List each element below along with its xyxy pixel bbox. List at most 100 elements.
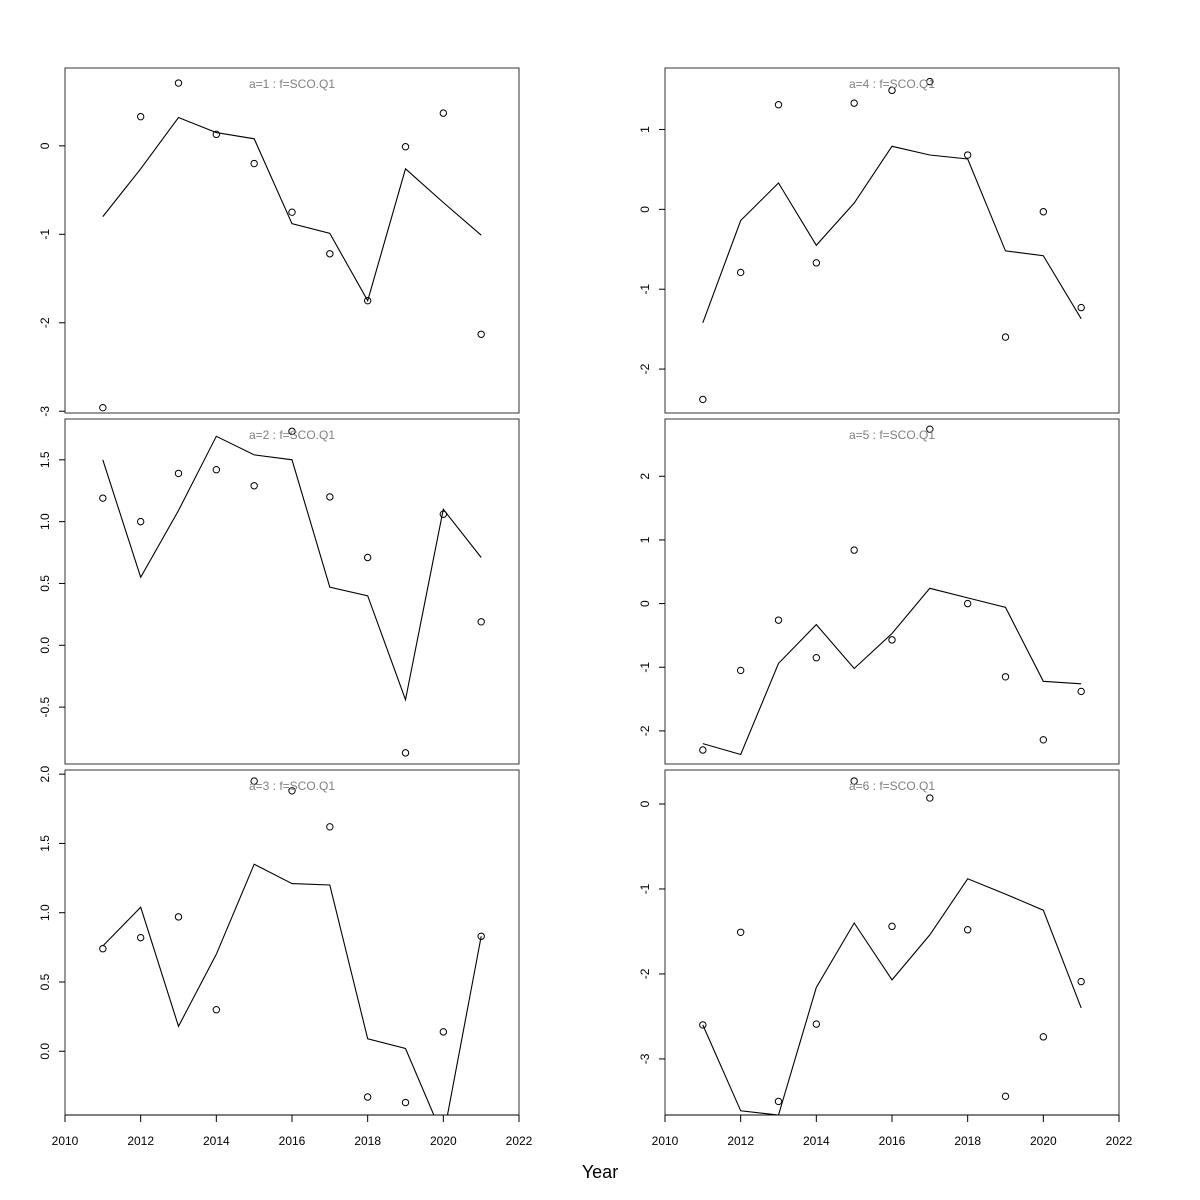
panel-1: 0 -1 -2 -3 a=1 : f=SCO.Q1 — [38, 67, 520, 417]
panel-group: 0 -1 -2 -3 a=1 : f=SCO.Q1 1.5 1.0 0.5 0.0 -0.5 a=2… — [38, 67, 1120, 1116]
x-tick-label: 2010 — [652, 1134, 679, 1148]
observed-point — [736, 268, 745, 277]
observed-point — [212, 1005, 221, 1014]
observed-point — [736, 928, 745, 937]
observed-point — [1077, 687, 1085, 696]
x-tick-label: 2018 — [954, 1134, 981, 1148]
observed-point — [1001, 1092, 1010, 1101]
observed-point — [326, 250, 334, 258]
x-tick-label: 2022 — [1106, 1134, 1133, 1148]
observed-point — [136, 933, 145, 942]
observed-point — [250, 777, 258, 785]
observed-point — [439, 1028, 448, 1036]
observed-point — [288, 208, 296, 216]
x-tick-label: 2022 — [506, 1134, 533, 1148]
observed-point — [174, 469, 183, 478]
y-tick-label: -3 — [638, 1053, 652, 1064]
observed-point — [774, 101, 783, 109]
observed-point — [401, 1098, 410, 1107]
x-tick-label: 2020 — [1030, 1134, 1057, 1148]
observed-point — [326, 823, 334, 831]
observed-point — [363, 553, 372, 562]
panel-data — [699, 425, 1085, 756]
panel-data — [699, 777, 1085, 1115]
panel-title: a=2 : f=SCO.Q1 — [249, 428, 335, 442]
panel-frame — [64, 769, 520, 1116]
observed-point — [888, 922, 896, 931]
y-tick-label: -2 — [638, 363, 652, 374]
y-tick-label: 1.0 — [38, 513, 52, 530]
observed-point — [850, 99, 858, 107]
x-axis-left: 2010 2012 2014 2016 2018 2020 2022 — [52, 1114, 533, 1148]
panel-2: 1.5 1.0 0.5 0.0 -0.5 a=2 : f=SCO.Q1 — [38, 418, 520, 765]
panel-title: a=6 : f=SCO.Q1 — [849, 779, 935, 793]
observed-point — [1077, 303, 1085, 312]
y-tick-label: 0 — [38, 142, 52, 149]
y-tick-label: 1.5 — [38, 835, 52, 852]
observed-point — [812, 259, 821, 267]
observed-point — [477, 618, 485, 626]
observed-point — [963, 151, 972, 159]
fitted-line — [702, 587, 1082, 756]
observed-point — [401, 143, 410, 151]
observed-point — [812, 1020, 821, 1028]
panel-frame — [664, 67, 1120, 414]
fitted-line — [702, 145, 1082, 323]
y-tick-label: -2 — [38, 317, 52, 328]
panel-title: a=5 : f=SCO.Q1 — [849, 428, 935, 442]
observed-point — [250, 159, 258, 168]
y-tick-label: 1.5 — [38, 451, 52, 468]
panel-frame — [64, 67, 520, 414]
y-tick-label: 2.0 — [38, 765, 52, 782]
x-tick-label: 2016 — [879, 1134, 906, 1148]
observed-point — [1001, 673, 1010, 681]
observed-point — [963, 926, 972, 934]
panel-title: a=4 : f=SCO.Q1 — [849, 77, 935, 91]
y-tick-label: 0 — [638, 600, 652, 607]
observed-point — [699, 746, 707, 754]
y-tick-label: -1 — [638, 284, 652, 295]
y-tick-label: -0.5 — [38, 696, 52, 717]
y-tick-label: 0.0 — [38, 637, 52, 654]
fitted-line — [102, 435, 482, 702]
y-tick-label: 1 — [638, 536, 652, 543]
fitted-line — [102, 116, 482, 303]
observed-point — [174, 913, 183, 921]
x-tick-label: 2016 — [279, 1134, 306, 1148]
observed-point — [699, 1021, 707, 1029]
panel-data — [699, 77, 1085, 404]
observed-point — [99, 494, 107, 502]
observed-point — [888, 636, 896, 644]
observed-point — [774, 1097, 783, 1106]
panel-frame — [664, 769, 1120, 1116]
observed-point — [477, 330, 485, 338]
observed-point — [288, 787, 296, 795]
observed-point — [99, 945, 107, 953]
y-tick-label: -2 — [638, 968, 652, 979]
y-tick-label: 0.5 — [38, 575, 52, 592]
panel-5: 2 1 0 -1 -2 a=5 : f=SCO.Q1 — [638, 418, 1120, 765]
observed-point — [699, 395, 707, 404]
y-tick-label: -3 — [38, 406, 52, 417]
x-tick-label: 2020 — [430, 1134, 457, 1148]
x-axis-title: Year — [582, 1162, 618, 1182]
observed-point — [774, 616, 783, 624]
observed-point — [439, 510, 448, 518]
observed-point — [1077, 977, 1085, 986]
fitted-line — [702, 878, 1082, 1115]
y-tick-label: 1.0 — [38, 904, 52, 921]
observed-point — [850, 777, 858, 785]
x-tick-label: 2014 — [803, 1134, 830, 1148]
x-tick-label: 2018 — [354, 1134, 381, 1148]
observed-point — [136, 112, 145, 121]
observed-point — [963, 599, 972, 608]
panel-frame — [64, 418, 520, 765]
panel-data — [99, 427, 485, 757]
observed-point — [926, 77, 934, 86]
x-tick-label: 2012 — [127, 1134, 154, 1148]
observed-point — [401, 749, 410, 757]
y-tick-label: 2 — [638, 473, 652, 480]
observed-point — [99, 403, 107, 412]
observed-point — [326, 493, 334, 501]
observed-point — [363, 1093, 372, 1101]
